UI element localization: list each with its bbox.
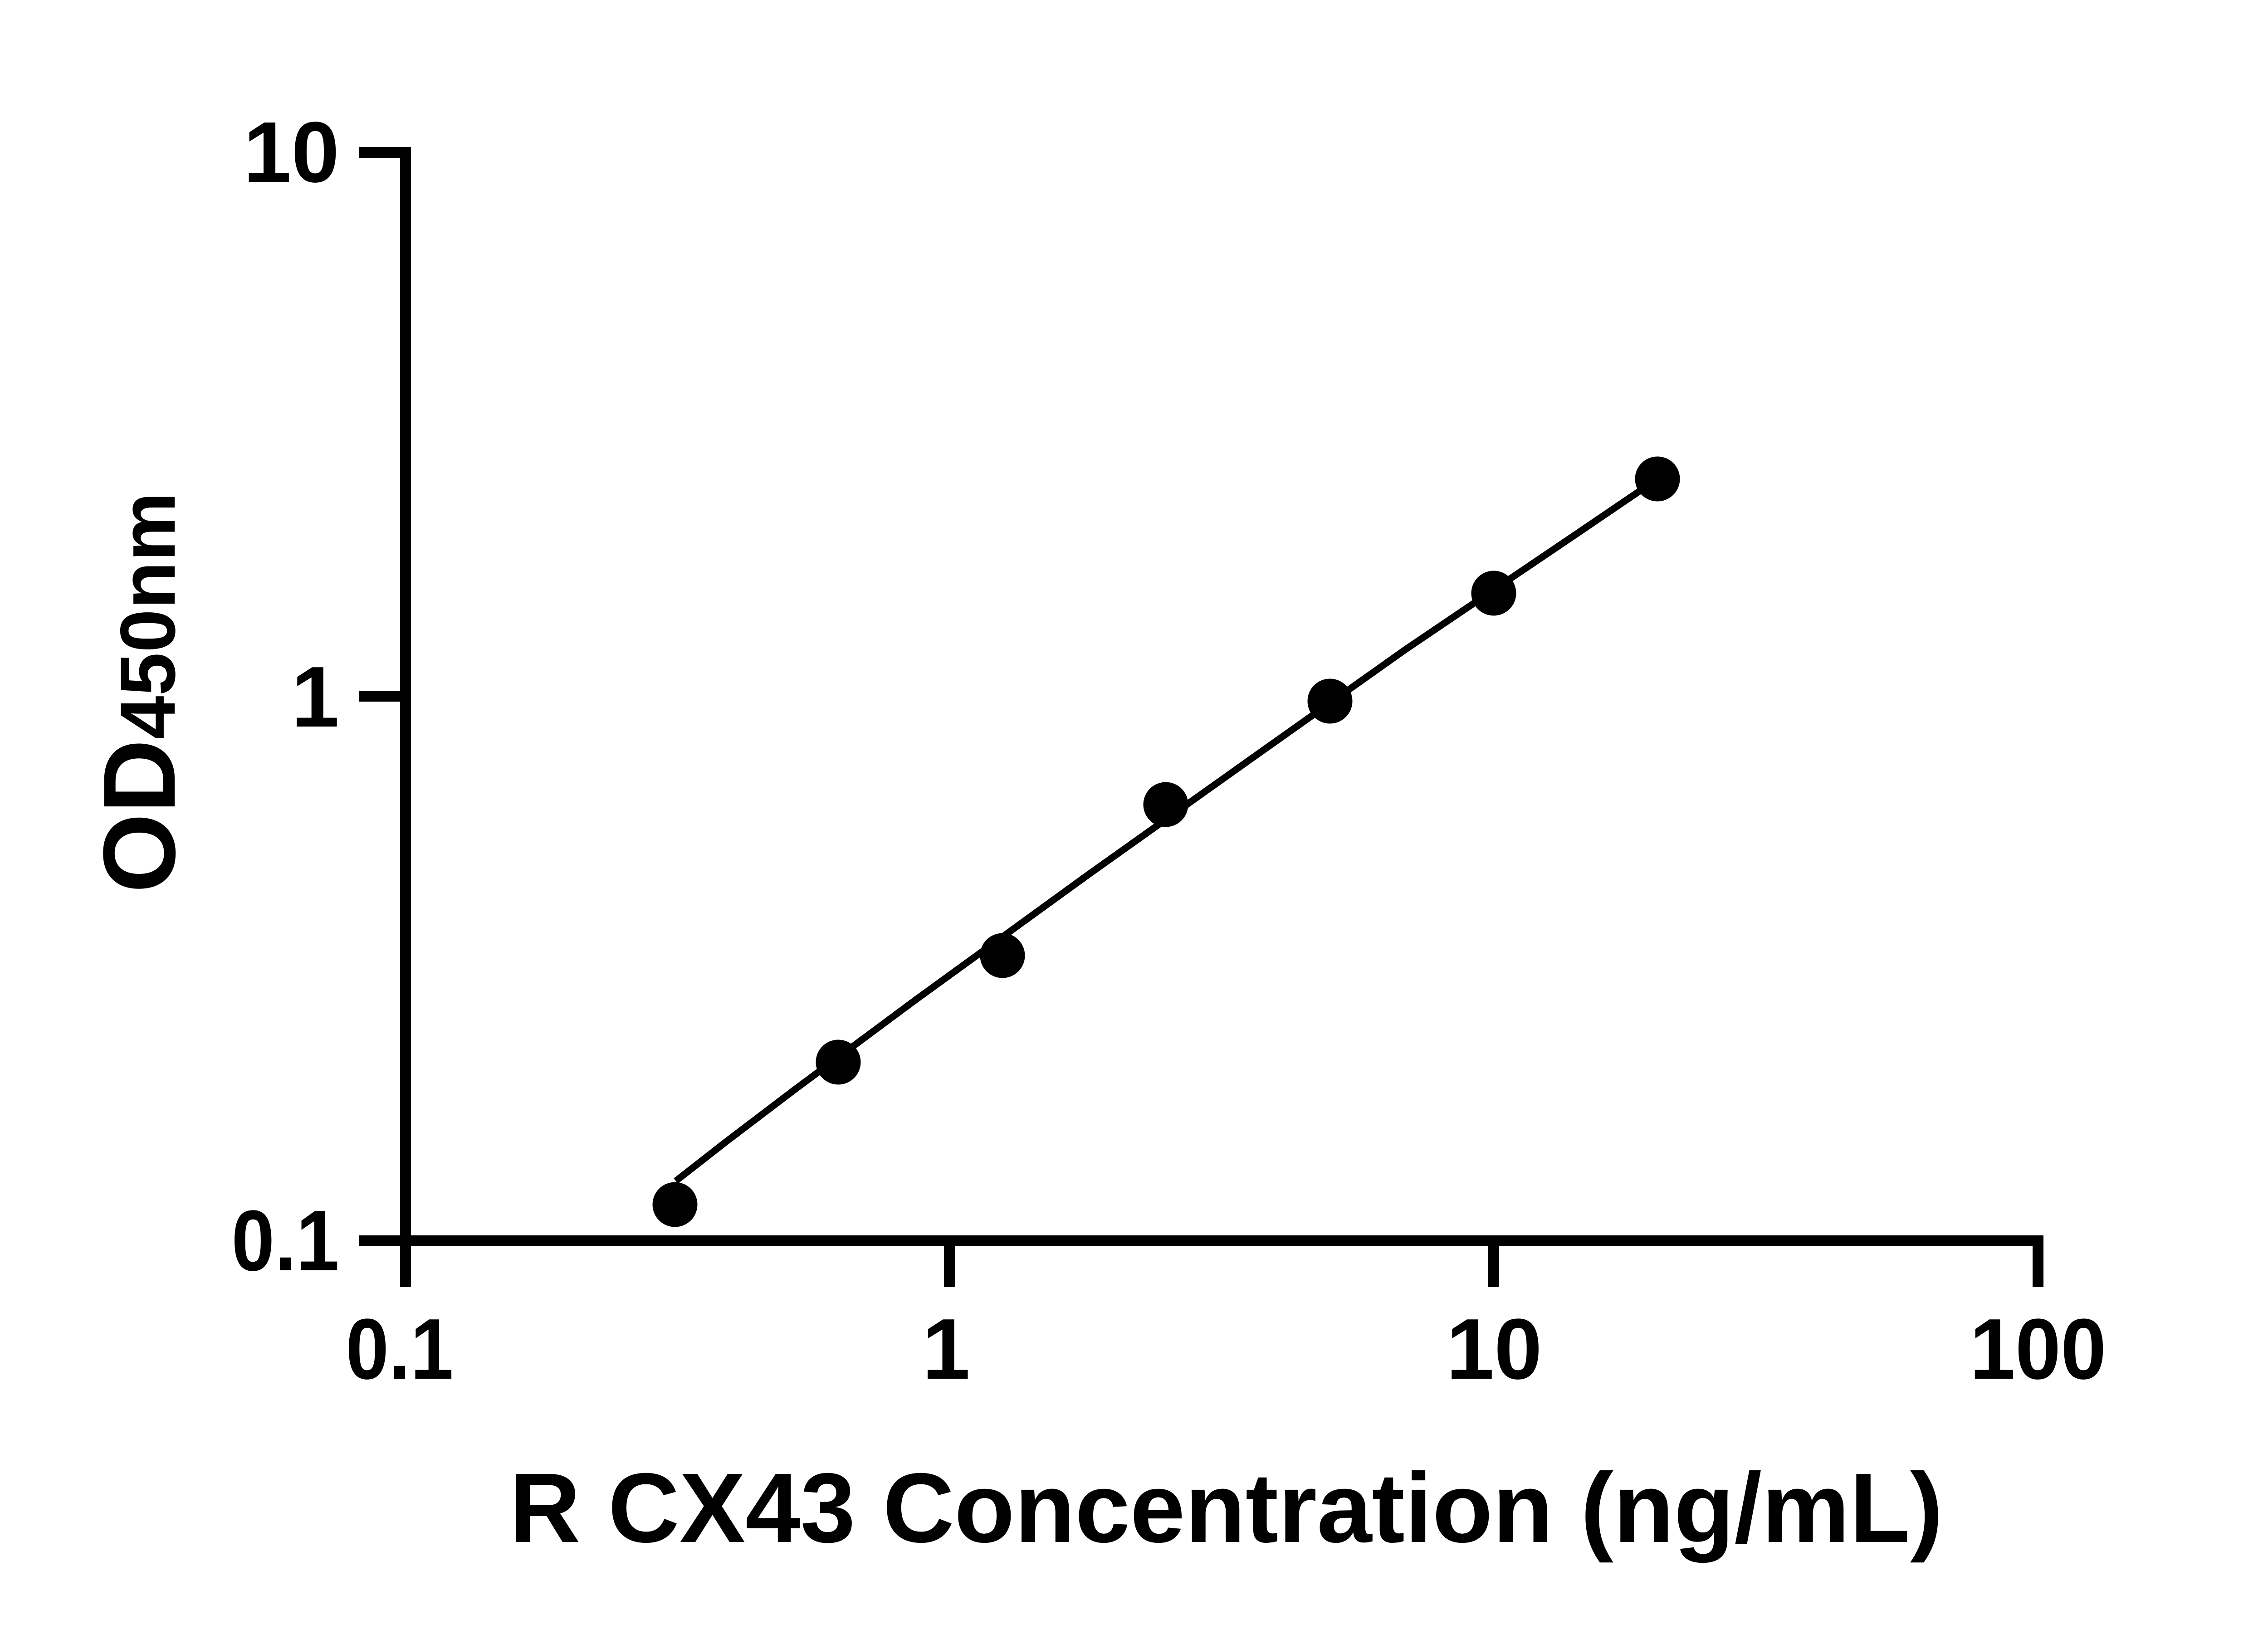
svg-text:0.1: 0.1 [346, 1301, 454, 1397]
svg-text:1: 1 [291, 649, 339, 745]
svg-text:10: 10 [244, 104, 339, 200]
svg-text:100: 100 [1970, 1301, 2106, 1397]
svg-text:1: 1 [922, 1301, 970, 1397]
svg-text:OD450nm: OD450nm [82, 492, 196, 893]
svg-text:10: 10 [1446, 1301, 1542, 1397]
svg-text:0.1: 0.1 [231, 1193, 339, 1289]
svg-text:R CX43 Concentration (ng/mL): R CX43 Concentration (ng/mL) [509, 1453, 1943, 1563]
